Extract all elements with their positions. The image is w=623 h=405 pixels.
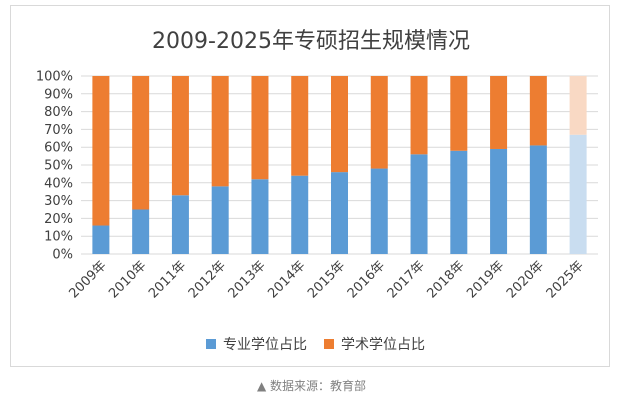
y-tick-label: 20% xyxy=(44,212,73,227)
legend-swatch-academic xyxy=(324,339,334,349)
source-text: ▲ 数据来源：教育部 xyxy=(256,379,367,393)
legend-label-professional: 专业学位占比 xyxy=(223,337,307,353)
bar-professional-2011年 xyxy=(171,195,189,254)
x-tick-label: 2012年 xyxy=(186,258,229,301)
y-tick-label: 40% xyxy=(44,176,73,191)
bar-academic-2014年 xyxy=(291,76,309,176)
bar-academic-2011年 xyxy=(171,76,189,196)
bar-professional-2010年 xyxy=(132,209,150,254)
x-tick-label: 2010年 xyxy=(106,258,149,301)
bar-professional-2009年 xyxy=(92,225,110,254)
y-tick-label: 80% xyxy=(44,105,73,120)
x-tick-label: 2017年 xyxy=(385,258,428,301)
bar-academic-2018年 xyxy=(450,76,468,151)
bar-academic-2016年 xyxy=(370,76,388,169)
y-tick-label: 0% xyxy=(52,248,73,263)
bar-academic-2019年 xyxy=(490,76,508,149)
bars xyxy=(92,76,587,254)
x-tick-label: 2016年 xyxy=(345,258,388,301)
bar-professional-2016年 xyxy=(370,168,388,254)
bar-professional-2019年 xyxy=(490,148,508,254)
y-tick-label: 30% xyxy=(44,194,73,209)
bar-professional-2014年 xyxy=(291,175,309,254)
y-tick-label: 50% xyxy=(44,159,73,174)
y-tick-label: 70% xyxy=(44,123,73,138)
x-tick-label: 2009年 xyxy=(67,258,110,301)
bar-academic-2012年 xyxy=(211,76,229,187)
x-tick-label: 2019年 xyxy=(464,258,507,301)
bar-professional-2012年 xyxy=(211,186,229,254)
x-tick-label: 2018年 xyxy=(424,258,467,301)
x-tick-label: 2011年 xyxy=(146,258,189,301)
legend-label-academic: 学术学位占比 xyxy=(341,337,425,353)
bar-academic-2013年 xyxy=(251,76,269,180)
legend-swatch-professional xyxy=(206,339,216,349)
bar-academic-2025年 xyxy=(569,76,587,135)
y-tick-label: 60% xyxy=(44,141,73,156)
bar-academic-2020年 xyxy=(529,76,547,146)
data-source-note: ▲ 数据来源：教育部 xyxy=(0,377,623,394)
x-tick-label: 2014年 xyxy=(265,258,308,301)
bar-professional-2018年 xyxy=(450,150,468,254)
chart-card: 2009-2025年专硕招生规模情况 0% 10% 20% 30% 40% 50% 60% 7… xyxy=(10,5,610,367)
x-tick-label: 2020年 xyxy=(504,258,547,301)
bar-academic-2010年 xyxy=(132,76,150,210)
bar-professional-2013年 xyxy=(251,179,269,254)
y-tick-label: 100% xyxy=(36,70,73,85)
legend: 专业学位占比 学术学位占比 xyxy=(206,337,425,353)
x-axis-ticks: 2009年2010年2011年2012年2013年2014年2015年2016年… xyxy=(67,258,587,301)
x-tick-label: 2025年 xyxy=(544,258,587,301)
y-tick-label: 10% xyxy=(44,230,73,245)
bar-academic-2015年 xyxy=(331,76,348,173)
stacked-bar-chart: 2009-2025年专硕招生规模情况 0% 10% 20% 30% 40% 50% 60% 7… xyxy=(36,29,598,353)
y-tick-label: 90% xyxy=(44,87,73,102)
bar-professional-2020年 xyxy=(529,145,547,254)
x-tick-label: 2015年 xyxy=(305,258,348,301)
bar-academic-2017年 xyxy=(410,76,428,155)
y-axis-ticks: 0% 10% 20% 30% 40% 50% 60% 70% 80% 90% 100% xyxy=(36,70,73,263)
bar-professional-2025年 xyxy=(569,134,587,254)
chart-title: 2009-2025年专硕招生规模情况 xyxy=(152,29,470,54)
bar-professional-2017年 xyxy=(410,154,428,254)
bar-academic-2009年 xyxy=(92,76,110,226)
bar-professional-2015年 xyxy=(331,172,348,254)
x-tick-label: 2013年 xyxy=(226,258,269,301)
